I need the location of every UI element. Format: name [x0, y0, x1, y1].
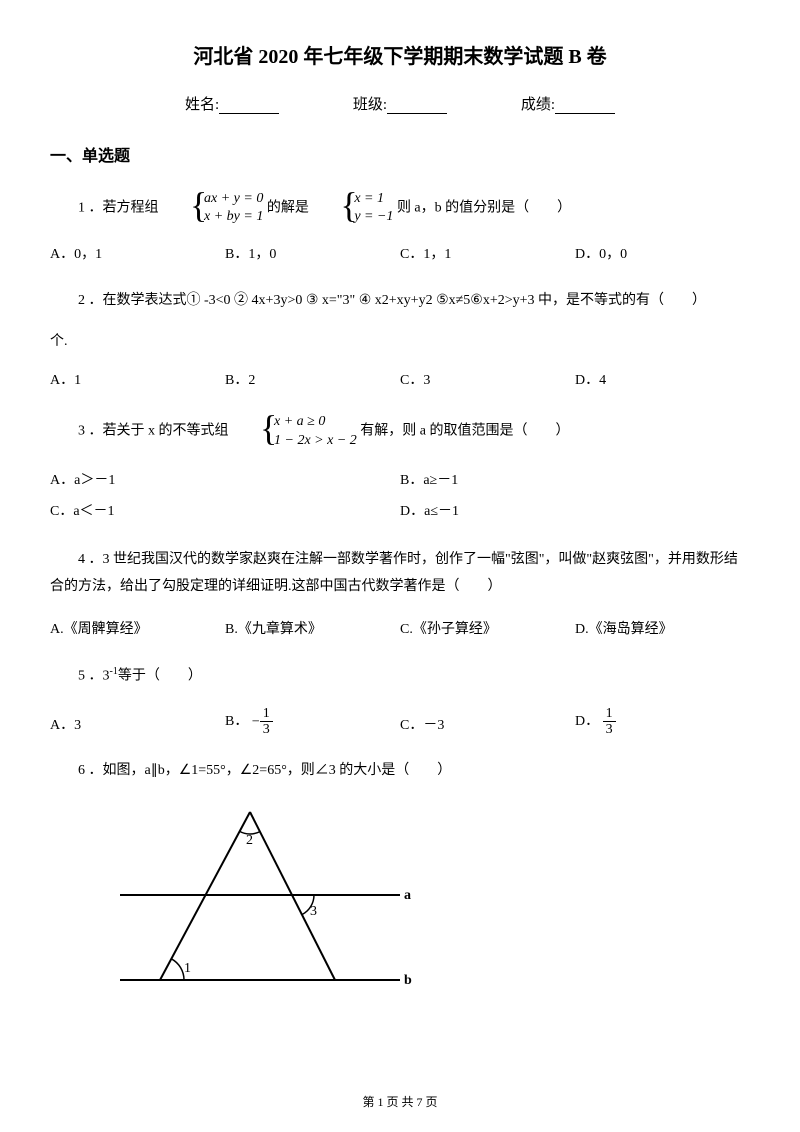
q5-opt-b: B． −13	[225, 706, 400, 738]
triangle-diagram-svg: a b 2 1 3	[110, 800, 420, 990]
page-title: 河北省 2020 年七年级下学期期末数学试题 B 卷	[50, 40, 750, 69]
question-4: 4 ．3 世纪我国汉代的数学家赵爽在注解一部数学著作时，创作了一幅"弦图"，叫做…	[50, 547, 750, 600]
question-5: 5 ．3-1等于（ ）	[50, 662, 750, 690]
opt-prefix: D．	[575, 714, 599, 729]
q2-suffix: 个.	[50, 330, 750, 350]
q1-opt-b: B．1，0	[225, 242, 400, 267]
q4-options: A.《周髀算经》 B.《九章算术》 C.《孙子算经》 D.《海岛算经》	[50, 617, 750, 642]
q1-prefix: 1 ．若方程组	[78, 200, 159, 215]
q6-diagram: a b 2 1 3	[110, 800, 750, 995]
numerator: 1	[603, 706, 616, 722]
q4-opt-b: B.《九章算术》	[225, 617, 400, 642]
q1-suffix: 则 a，b 的值分别是（ ）	[397, 200, 571, 215]
q2-text: 2 ．在数学表达式① -3<0 ② 4x+3y>0 ③ x="3" ④ x2+x…	[78, 293, 706, 308]
question-2: 2 ．在数学表达式① -3<0 ② 4x+3y>0 ③ x="3" ④ x2+x…	[50, 288, 750, 315]
q5-opt-c: C．－3	[400, 713, 575, 738]
q2-options: A．1 B．2 C．3 D．4	[50, 368, 750, 393]
question-3: 3 ．若关于 x 的不等式组 { x + a ≥ 0 1 − 2x > x − …	[50, 413, 750, 449]
svg-text:1: 1	[184, 961, 191, 976]
q5-sup: -1	[110, 666, 118, 677]
q2-opt-b: B．2	[225, 368, 400, 393]
q6-text: 6 ．如图，a∥b，∠1=55°，∠2=65°，则∠3 的大小是（ ）	[78, 763, 451, 778]
q3-opt-a: A．a＞－1	[50, 466, 400, 497]
q5-options: A．3 B． −13 C．－3 D． 13	[50, 706, 750, 738]
q1-opt-c: C．1，1	[400, 242, 575, 267]
q3-prefix: 3 ．若关于 x 的不等式组	[78, 424, 229, 439]
q4-opt-c: C.《孙子算经》	[400, 617, 575, 642]
q5-opt-d: D． 13	[575, 706, 750, 738]
score-blank	[555, 99, 615, 114]
denominator: 3	[260, 722, 273, 737]
q3-suffix: 有解，则 a 的取值范围是（ ）	[360, 424, 569, 439]
q1-opt-a: A．0，1	[50, 242, 225, 267]
q5-suffix: 等于（ ）	[118, 668, 202, 683]
q5-opt-a: A．3	[50, 713, 225, 738]
q1-options: A．0，1 B．1，0 C．1，1 D．0，0	[50, 242, 750, 267]
svg-text:a: a	[404, 888, 411, 903]
q2-opt-d: D．4	[575, 368, 750, 393]
name-label: 姓名:	[185, 93, 219, 114]
opt-prefix: B．	[225, 714, 248, 729]
svg-text:b: b	[404, 973, 412, 988]
neg-sign: −	[252, 714, 260, 729]
q2-opt-c: C．3	[400, 368, 575, 393]
svg-text:2: 2	[246, 833, 253, 848]
numerator: 1	[260, 706, 273, 722]
page-footer: 第 1 页 共 7 页	[0, 1093, 800, 1110]
q1-system-1: { ax + y = 0 x + by = 1	[162, 190, 263, 226]
denominator: 3	[603, 722, 616, 737]
q1-mid: 的解是	[267, 200, 309, 215]
q1-opt-d: D．0，0	[575, 242, 750, 267]
q2-opt-a: A．1	[50, 368, 225, 393]
q3-opt-c: C．a＜－1	[50, 497, 400, 528]
svg-text:3: 3	[310, 904, 317, 919]
section-heading: 一、单选题	[50, 142, 750, 166]
q1-system-2: { x = 1 y = −1	[312, 190, 393, 226]
q4-opt-d: D.《海岛算经》	[575, 617, 750, 642]
q3-opt-b: B．a≥－1	[400, 466, 750, 497]
q4-opt-a: A.《周髀算经》	[50, 617, 225, 642]
fraction: 13	[603, 706, 616, 738]
name-blank	[219, 99, 279, 114]
q4-text: 4 ．3 世纪我国汉代的数学家赵爽在注解一部数学著作时，创作了一幅"弦图"，叫做…	[50, 552, 738, 594]
student-info: 姓名: 班级: 成绩:	[50, 93, 750, 114]
fraction: 13	[260, 706, 273, 738]
q5-base: 3	[103, 668, 110, 683]
class-blank	[387, 99, 447, 114]
q3-opt-d: D．a≤－1	[400, 497, 750, 528]
question-6: 6 ．如图，a∥b，∠1=55°，∠2=65°，则∠3 的大小是（ ）	[50, 758, 750, 785]
q5-prefix: 5 ．	[78, 668, 103, 683]
q3-options: A．a＞－1 B．a≥－1 C．a＜－1 D．a≤－1	[50, 466, 750, 528]
class-label: 班级:	[353, 93, 387, 114]
q3-system: { x + a ≥ 0 1 − 2x > x − 2	[232, 413, 357, 449]
score-label: 成绩:	[521, 93, 555, 114]
question-1: 1 ．若方程组 { ax + y = 0 x + by = 1 的解是 { x …	[50, 190, 750, 226]
